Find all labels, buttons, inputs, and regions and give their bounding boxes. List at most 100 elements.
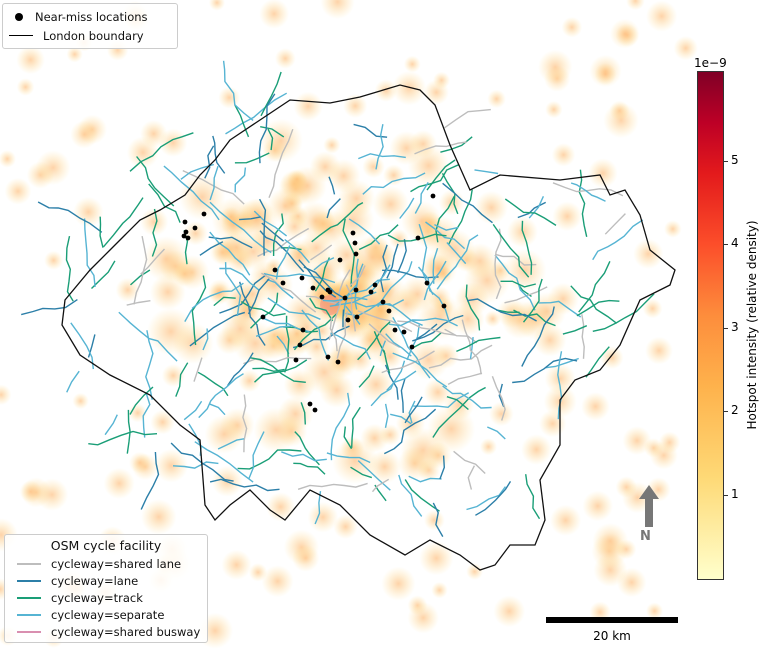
cycleway-segment	[408, 475, 442, 483]
near-miss-point	[300, 327, 306, 333]
arrow-up-icon	[639, 485, 659, 527]
near-miss-point	[415, 235, 421, 241]
cycleway-segment	[208, 236, 253, 249]
near-miss-point	[409, 344, 415, 350]
cycleway-segment	[260, 71, 282, 117]
cycleway-segment	[592, 219, 644, 261]
hotspot-blob	[115, 277, 140, 303]
cycleway-segment	[253, 210, 288, 237]
cycleway-segment	[91, 260, 116, 289]
cycleway-segment	[342, 309, 345, 328]
cycle-facility-layer	[21, 60, 655, 537]
colorbar-tick-label: 2	[731, 403, 739, 417]
hotspot-blob	[433, 71, 451, 89]
hotspot-blob	[609, 18, 640, 49]
cycleway-segment	[417, 323, 438, 340]
cycleway-segment	[397, 238, 407, 274]
cycleway-segment	[239, 281, 266, 346]
hotspot-blob	[484, 310, 502, 328]
hotspot-blob	[673, 36, 698, 61]
legend-label: cycleway=track	[51, 590, 143, 605]
hotspot-blob	[343, 93, 368, 119]
cycleway-segment	[272, 213, 284, 257]
hotspot-blob	[664, 220, 682, 238]
hotspot-blob	[323, 136, 341, 154]
hotspot-blob	[158, 128, 188, 157]
near-miss-point	[325, 287, 331, 293]
hotspot-blob	[388, 229, 409, 250]
cycleway-segment	[326, 198, 341, 219]
cycleway-segment	[209, 231, 251, 276]
hotspot-blob	[527, 292, 567, 331]
cycleway-segment	[373, 331, 386, 355]
hotspot-blob	[423, 377, 453, 407]
cycleway-segment	[87, 334, 96, 358]
hotspot-blob	[204, 414, 244, 454]
near-miss-point	[392, 327, 398, 333]
hotspot-blob	[561, 16, 583, 38]
cycleway-segment	[129, 386, 154, 415]
cycleway-segment	[413, 392, 470, 409]
cycleway-segment	[496, 309, 520, 313]
line-swatch-icon	[17, 613, 41, 616]
cycleway-segment	[475, 481, 512, 516]
cycleway-segment	[525, 474, 541, 520]
cycleway-segment	[410, 164, 459, 193]
cycleway-segment	[248, 431, 265, 480]
legend-item-boundary: London boundary	[9, 26, 171, 45]
cycleway-segment	[385, 333, 412, 357]
cycleway-segment	[255, 325, 292, 337]
cycleway-segment	[328, 269, 351, 341]
hotspot-blob	[238, 369, 261, 393]
cycleway-segment	[136, 156, 175, 207]
cycleway-segment	[578, 169, 588, 237]
cycleway-segment	[148, 183, 181, 223]
cycleway-segment	[417, 266, 450, 322]
cycleway-segment	[268, 128, 294, 198]
cycleway-segment	[104, 414, 118, 436]
cycleway-segment	[392, 352, 448, 388]
cycleway-segment	[349, 265, 366, 287]
cycleway-segment	[239, 216, 261, 221]
hotspot-blob	[642, 298, 663, 319]
cycleway-segment	[432, 247, 439, 284]
near-miss-point	[401, 329, 407, 335]
hotspot-blob	[128, 451, 151, 474]
hotspot-blob	[103, 467, 135, 499]
cycleway-segment	[370, 360, 406, 407]
cycleway-segment	[37, 201, 103, 233]
cycleway-segment	[466, 486, 506, 511]
hotspot-blob	[357, 366, 395, 403]
cycleway-segment	[362, 172, 426, 195]
cycleway-segment	[328, 176, 336, 195]
hotspot-blob	[221, 549, 252, 580]
cycleway-segment	[247, 278, 270, 315]
hotspot-blob	[646, 0, 678, 32]
cycleway-segment	[126, 300, 151, 306]
cycleway-segment	[310, 244, 333, 261]
london-boundary	[61, 84, 676, 571]
cycleway-segment	[234, 104, 250, 138]
cycleway-segment	[284, 238, 310, 264]
near-miss-point	[293, 357, 299, 363]
cycleway-segment	[504, 286, 548, 304]
cycleway-segment	[224, 262, 242, 317]
cycleway-segment	[227, 352, 254, 386]
cycleway-segment	[408, 400, 416, 424]
hotspot-blob	[293, 91, 323, 121]
near-miss-point	[430, 193, 436, 199]
cycleway-segment	[398, 474, 423, 517]
cycleway-segment	[142, 392, 151, 438]
cycleway-segment	[209, 165, 219, 201]
cycleway-segment	[384, 403, 389, 428]
hotspot-blob	[73, 196, 104, 228]
cycleway-segment	[400, 378, 406, 413]
hotspot-blob	[419, 541, 454, 576]
hotspot-blob	[587, 158, 618, 189]
cycleway-segment	[500, 280, 536, 288]
cycleway-segment	[465, 284, 481, 331]
cycleway-segment	[267, 128, 274, 151]
near-miss-point	[192, 225, 198, 231]
hotspot-blob	[234, 198, 278, 242]
cycleway-segment	[521, 220, 533, 275]
